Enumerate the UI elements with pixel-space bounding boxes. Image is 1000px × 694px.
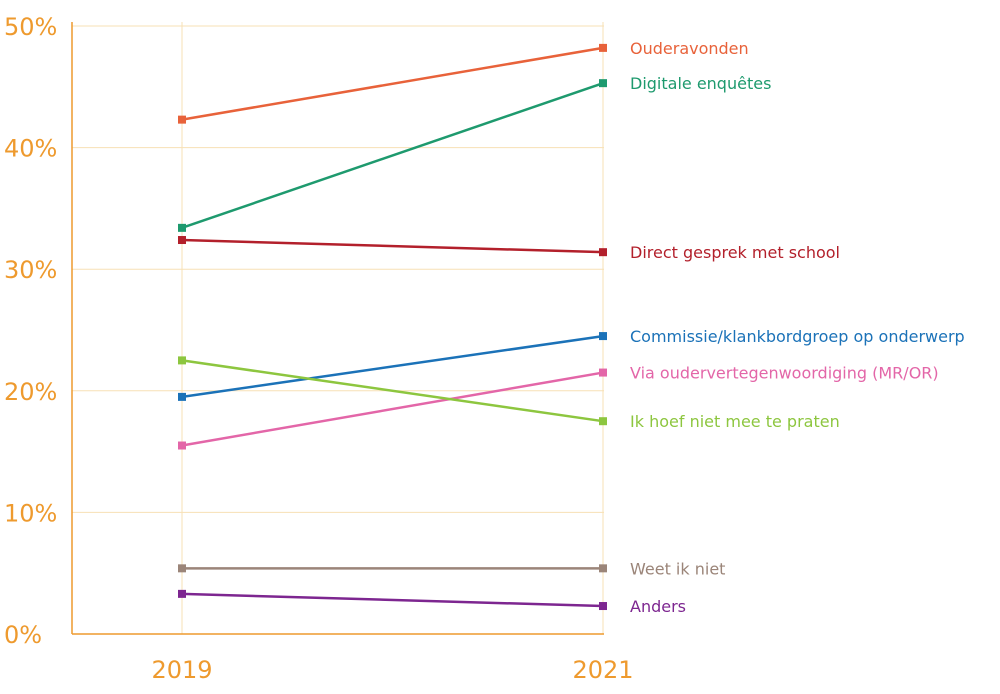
series-label: Direct gesprek met school (630, 243, 840, 262)
data-point (599, 417, 607, 426)
data-point (178, 356, 186, 365)
series-label: Anders (630, 597, 686, 616)
series-line (181, 371, 604, 447)
data-point (599, 602, 607, 611)
data-point (178, 115, 186, 124)
series-line (181, 359, 604, 423)
series-label: Via oudervertegenwoordiging (MR/OR) (630, 364, 939, 383)
series-label: Ouderavonden (630, 39, 749, 58)
data-point (599, 248, 607, 257)
data-point (178, 236, 186, 245)
data-point (178, 223, 186, 232)
data-point (599, 368, 607, 377)
data-point (178, 392, 186, 401)
y-tick-label: 20% (4, 378, 57, 406)
series-label: Ik hoef niet mee te praten (630, 412, 840, 431)
series-line (181, 238, 604, 254)
y-tick-label: 40% (4, 135, 57, 163)
series-line (181, 46, 604, 121)
series-line (181, 81, 604, 230)
series-line (181, 334, 604, 399)
data-point (599, 564, 607, 573)
x-tick-label: 2021 (572, 656, 633, 684)
data-point (178, 589, 186, 598)
y-tick-label: 30% (4, 256, 57, 284)
y-tick-label: 10% (4, 499, 57, 527)
y-tick-label: 0% (4, 621, 42, 649)
data-point (178, 564, 186, 573)
series-label: Digitale enquêtes (630, 74, 771, 93)
series-label: Weet ik niet (630, 559, 725, 578)
data-point (599, 332, 607, 341)
data-point (599, 79, 607, 88)
data-point (178, 441, 186, 450)
series-line (181, 592, 604, 608)
series-label: Commissie/klankbordgroep op onderwerp (630, 327, 965, 346)
y-tick-label: 50% (4, 13, 57, 41)
x-tick-label: 2019 (151, 656, 212, 684)
data-point (599, 43, 607, 52)
